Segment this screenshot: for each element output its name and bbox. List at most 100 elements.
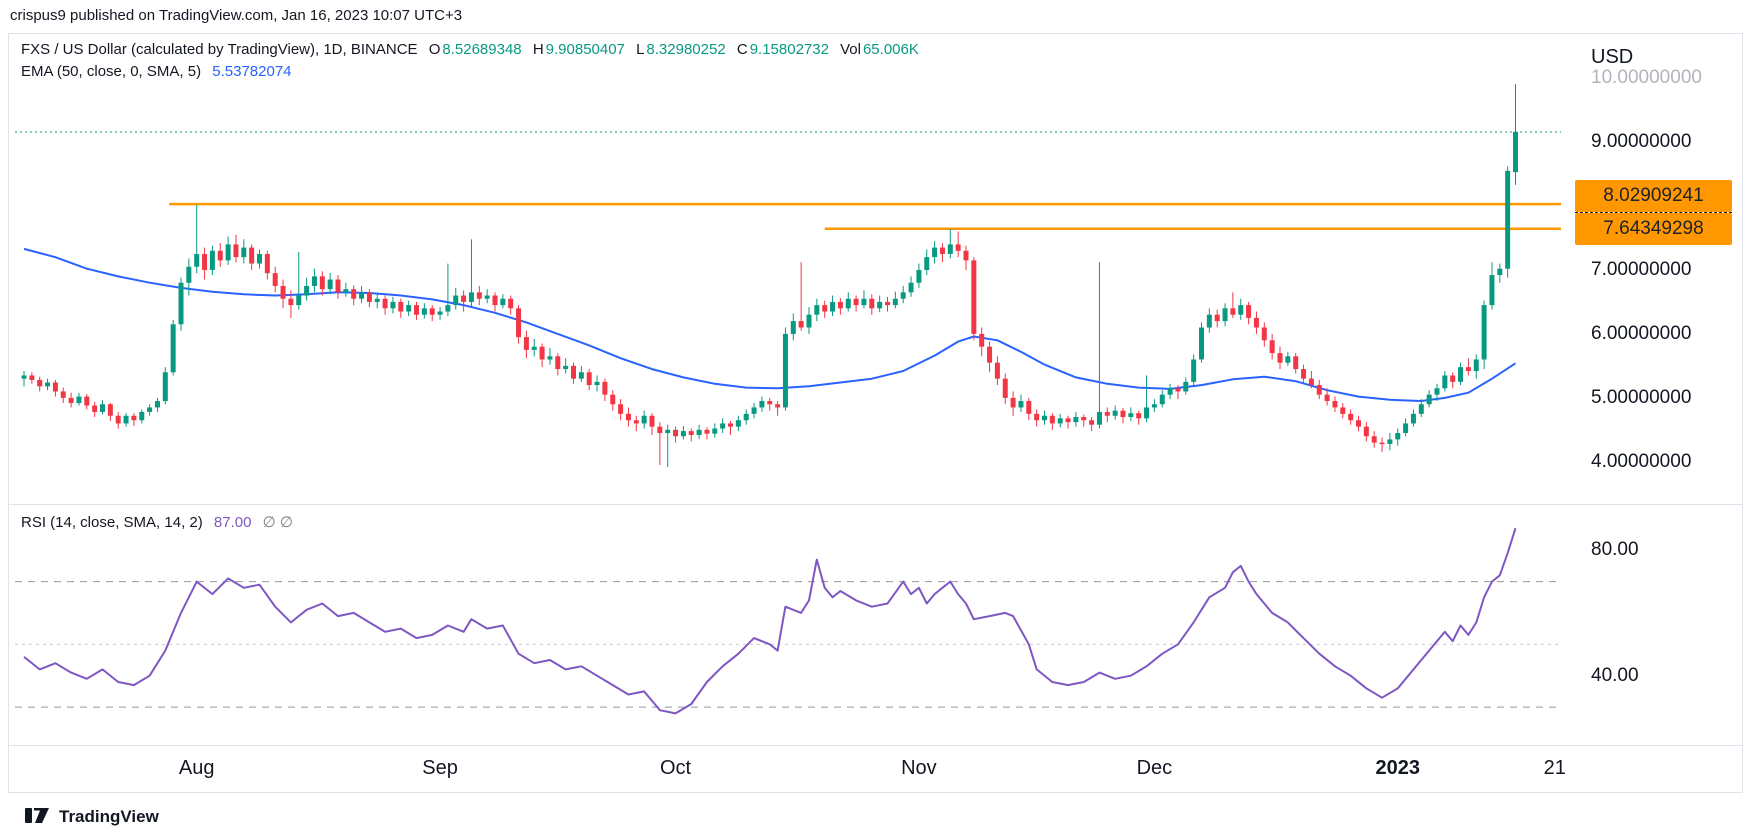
candle-body	[123, 415, 129, 424]
candle-body	[1395, 433, 1401, 440]
candle-body	[1489, 275, 1495, 306]
ema-legend: EMA (50, close, 0, SMA, 5) 5.53782074	[21, 63, 294, 80]
candle-body	[775, 404, 781, 408]
candle-body	[610, 394, 616, 405]
time-tick-label: Dec	[1136, 757, 1173, 779]
ema-line[interactable]	[23, 247, 1517, 402]
candle-body	[1214, 314, 1220, 322]
candle-body	[728, 423, 733, 427]
candle-body	[908, 282, 914, 293]
close-value: 9.15802732	[749, 41, 829, 58]
candle-body	[335, 279, 341, 293]
candle-body	[382, 298, 388, 309]
candle-body	[21, 375, 27, 379]
candle-body	[947, 244, 953, 254]
candle-body	[767, 401, 773, 405]
candle-body	[1340, 407, 1346, 414]
candle-body	[186, 266, 192, 283]
time-axis-divider	[9, 745, 1742, 746]
rsi-value: 87.00	[213, 514, 252, 531]
candle-body	[209, 250, 215, 270]
rsi-label: RSI (14, close, SMA, 14, 2)	[21, 514, 203, 531]
candle-body	[100, 404, 105, 412]
candle-body	[523, 337, 529, 350]
candle-body	[374, 298, 380, 302]
candle-body	[249, 247, 255, 264]
candle-body	[845, 298, 851, 309]
price-axis[interactable]: USD 8.02909241 7.64349298 10.00000000 9.0…	[1561, 34, 1742, 744]
candle-body	[76, 396, 82, 403]
time-axis[interactable]: Aug Sep Oct Nov Dec 2023 21	[9, 745, 1742, 792]
candle-body	[1356, 420, 1361, 427]
candle-body	[547, 356, 553, 360]
time-tick-label: Nov	[901, 757, 937, 779]
candle-body	[170, 324, 176, 373]
candle-body	[1426, 394, 1432, 405]
candle-body	[1418, 404, 1424, 414]
candle-body	[437, 311, 443, 315]
candle-body	[107, 404, 113, 416]
candle-body	[1332, 401, 1338, 408]
candle-body	[327, 279, 333, 290]
ema-label: EMA (50, close, 0, SMA, 5)	[21, 63, 202, 80]
footer-brand[interactable]: TradingView	[24, 801, 159, 833]
candle-body	[1387, 439, 1393, 444]
candle-body	[1238, 305, 1244, 315]
candle-body	[154, 401, 160, 408]
candle-body	[594, 381, 600, 386]
price-candlestick-chart[interactable]	[9, 34, 1561, 504]
time-tick-label: Aug	[178, 757, 215, 779]
candle-body	[1261, 327, 1267, 341]
candle-body	[1465, 367, 1471, 371]
candle-body	[830, 301, 836, 312]
candle-body	[837, 301, 843, 309]
candle-body	[814, 305, 820, 315]
candle-body	[131, 415, 137, 421]
candle-body	[296, 295, 302, 306]
candle-body	[751, 407, 757, 414]
candle-body	[1442, 375, 1448, 389]
candle-body	[806, 314, 812, 328]
candle-body	[84, 396, 90, 406]
candle-body	[1136, 413, 1142, 419]
candle-body	[1434, 388, 1440, 395]
candle-body	[500, 298, 506, 306]
candle-body	[1073, 417, 1079, 423]
high-label: H	[532, 41, 544, 58]
candle-body	[359, 292, 365, 299]
candle-body	[1285, 356, 1291, 363]
candle-body	[1096, 411, 1102, 425]
candle-body	[492, 295, 498, 306]
candle-body	[92, 405, 98, 412]
candle-body	[1230, 308, 1236, 315]
candle-body	[37, 379, 43, 387]
candle-body	[1183, 381, 1189, 392]
candle-body	[916, 269, 922, 283]
time-tick-label: 21	[1543, 757, 1566, 779]
candle-body	[139, 411, 145, 421]
candle-body	[1246, 305, 1252, 318]
candle-body	[1222, 308, 1228, 322]
candle-body	[414, 305, 419, 315]
candle-body	[1450, 375, 1456, 382]
candle-body	[1089, 420, 1095, 425]
rsi-indicator-chart[interactable]	[9, 505, 1561, 746]
candle-body	[680, 431, 686, 437]
candle-body	[162, 372, 168, 402]
candle-body	[233, 244, 239, 258]
candle-body	[1403, 423, 1409, 434]
candle-body	[798, 321, 804, 328]
candle-body	[343, 289, 349, 293]
candle-body	[1191, 359, 1197, 382]
pane-divider[interactable]	[9, 504, 1742, 505]
candle-body	[649, 415, 655, 427]
candle-body	[1159, 394, 1165, 405]
candle-body	[782, 333, 788, 408]
price-tick-label: 9.00000000	[1591, 131, 1692, 153]
symbol-legend: FXS / US Dollar (calculated by TradingVi…	[21, 41, 921, 58]
rsi-line[interactable]	[23, 527, 1517, 715]
candle-body	[1049, 415, 1055, 424]
candle-body	[461, 295, 467, 302]
low-label: L	[636, 41, 645, 58]
rsi-tick-label: 40.00	[1591, 664, 1639, 686]
